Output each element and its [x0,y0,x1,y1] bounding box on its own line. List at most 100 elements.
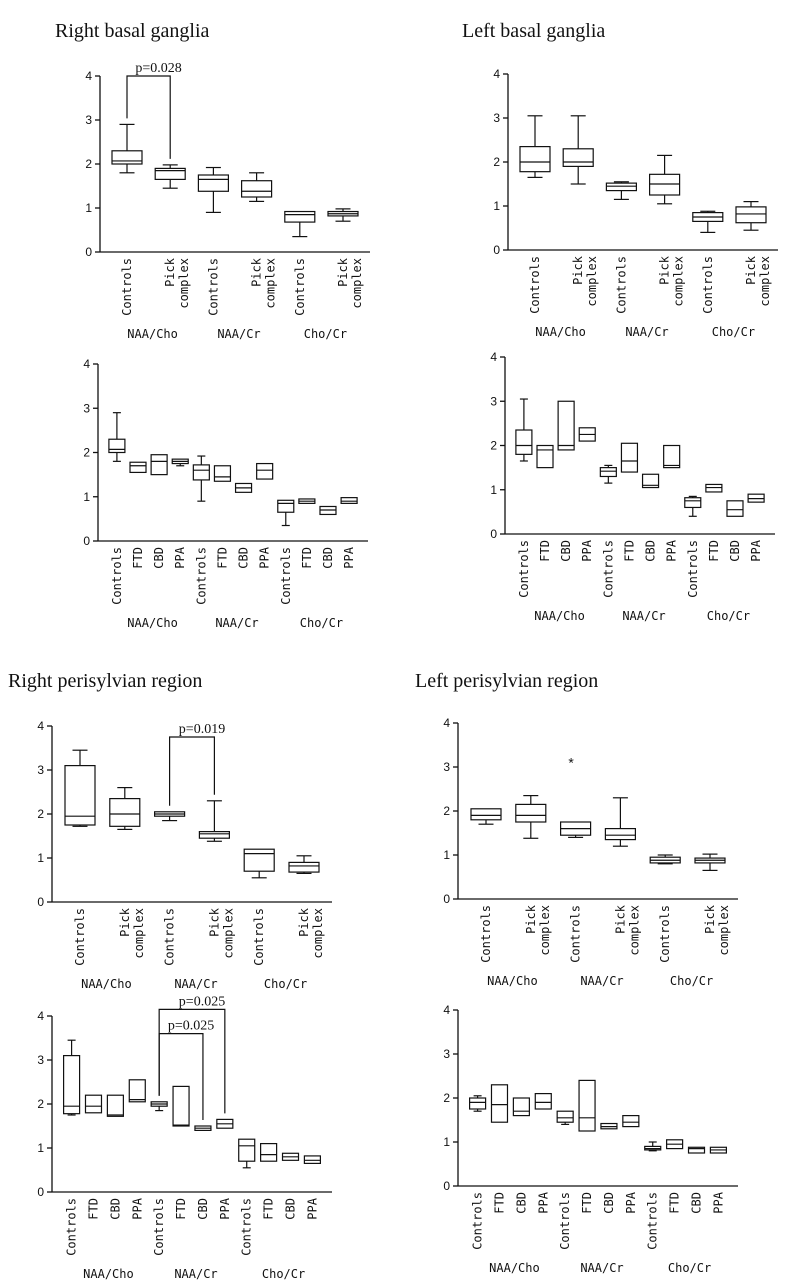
category-label: Controls [293,258,307,316]
category-label: Controls [479,905,493,963]
category-label: complex [672,256,686,307]
y-tick-label: 2 [493,155,500,169]
category-label: Controls [471,1192,485,1250]
box-plot [256,462,274,480]
y-tick-label: 0 [83,534,90,548]
y-tick-label: 1 [493,199,500,213]
category-label: FTD [707,540,721,562]
category-label: complex [585,256,599,307]
category-label: complex [311,908,325,959]
box-plot [277,499,295,527]
box [534,1092,552,1110]
box-plot [604,797,637,847]
box [84,1094,103,1114]
box [260,1142,278,1162]
box [129,461,147,474]
box [684,497,702,509]
title-left-basal-ganglia: Left basal ganglia [462,20,606,42]
box [726,500,744,517]
category-label: CBD [196,1198,210,1220]
box-plot [234,482,253,493]
significance-bracket [158,1033,204,1120]
box [515,803,547,823]
box-plot [298,498,316,504]
box-plot [536,444,554,469]
box [150,454,168,476]
box-plot [515,398,533,462]
category-label: Pick [744,255,758,285]
box-plot [605,181,638,200]
category-label: Controls [240,1198,254,1256]
category-label: FTD [174,1198,188,1220]
box-plot [562,115,594,185]
box [663,444,681,469]
category-label: complex [627,905,641,956]
box-plot [64,749,96,827]
box-plot [649,854,681,865]
y-tick-label: 2 [85,157,92,171]
y-tick-label: 4 [37,719,44,733]
box-plot [284,210,316,238]
box-plot [150,454,168,476]
box-plot [512,1097,530,1117]
category-label: PPA [665,539,679,561]
category-label: complex [132,908,146,959]
box-plot [171,458,189,467]
category-label: complex [264,258,278,309]
box-plot [194,1125,212,1132]
category-label: Controls [206,258,220,316]
box [288,861,320,873]
box-plot [709,1146,728,1154]
box [154,167,186,180]
group-label: NAA/Cr [174,1267,217,1280]
y-tick-label: 1 [443,848,450,862]
box [238,1138,256,1162]
group-label: NAA/Cho [535,325,586,339]
box [687,1146,706,1154]
category-label: Controls [163,908,177,966]
y-tick-label: 2 [83,446,90,460]
y-tick-label: 0 [443,892,450,906]
category-label: Controls [73,908,87,966]
category-label: Pick [118,907,132,937]
y-tick-label: 0 [443,1179,450,1193]
category-label: CBD [728,540,742,562]
box [198,830,230,839]
box [277,499,295,513]
category-label: PPA [536,1191,550,1213]
box-plot [557,400,575,451]
y-tick-label: 1 [37,851,44,865]
group-label: NAA/Cho [83,1267,134,1280]
group-label: Cho/Cr [707,609,750,623]
y-tick-label: 3 [443,1047,450,1061]
box [241,180,273,198]
box-plot [128,1079,146,1103]
category-label: complex [717,905,731,956]
y-tick-label: 3 [85,113,92,127]
box [536,444,554,469]
category-label: FTD [492,1192,506,1214]
box-plot [260,1142,278,1162]
group-label: NAA/Cr [580,974,623,988]
y-tick-label: 1 [37,1141,44,1155]
box-plot [84,1094,103,1114]
y-tick-label: 0 [37,1185,44,1199]
box-plot [470,808,502,825]
box-plot [692,210,724,233]
category-label: PPA [218,1197,232,1219]
box-plot [620,442,639,473]
box [512,1097,530,1117]
category-label: Controls [120,258,134,316]
box [64,764,96,826]
category-label: Pick [336,257,350,287]
category-label: Controls [658,905,672,963]
group-label: NAA/Cho [489,1261,540,1275]
category-label: PPA [173,546,187,568]
box-plot [129,461,147,474]
p-value-label: p=0.025 [179,994,225,1009]
category-label: PPA [749,539,763,561]
category-label: CBD [602,1192,616,1214]
y-tick-label: 0 [37,895,44,909]
